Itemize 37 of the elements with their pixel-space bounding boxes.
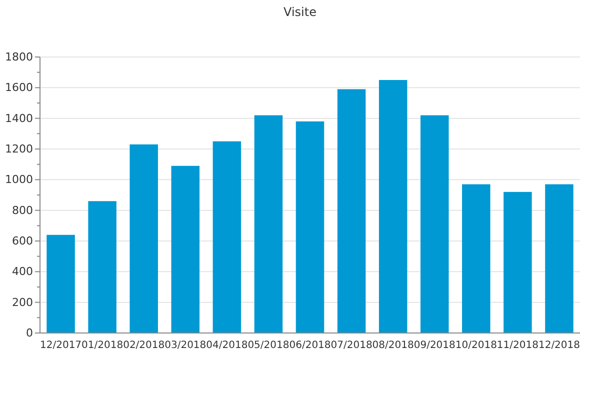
x-tick-label: 12/2018 [538,340,580,351]
x-tick-label: 05/2018 [248,340,290,351]
y-tick-label: 0 [26,326,33,340]
bar [130,144,158,333]
bar [46,234,75,333]
chart-title: Visite [284,5,316,19]
y-tick-label: 1000 [5,173,33,186]
bar [212,141,242,333]
x-tick-label: 09/2018 [414,340,456,351]
bar [504,192,532,333]
y-tick-label: 1600 [5,81,33,94]
x-tick-label: 12/2017 [40,340,82,351]
x-tick-label: 02/2018 [123,340,165,351]
bar [337,89,366,333]
bar [420,115,449,333]
x-tick-label: 01/2018 [82,340,124,351]
bar [545,184,574,333]
x-tick-label: 04/2018 [206,340,248,351]
y-tick-label: 200 [12,296,33,309]
x-tick-label: 07/2018 [330,340,372,351]
bar [254,115,283,333]
x-tick-label: 08/2018 [372,340,414,351]
bar [462,184,490,333]
y-tick-label: 1200 [5,142,33,156]
bar [378,80,408,333]
bar [296,121,324,333]
y-tick-label: 600 [12,234,33,248]
x-tick-label: 06/2018 [289,340,331,351]
x-tick-label: 10/2018 [455,340,497,351]
y-tick-label: 800 [12,204,33,217]
y-tick-label: 400 [12,265,33,278]
bar [88,201,116,333]
y-tick-label: 1400 [5,112,33,125]
y-tick-label: 1800 [5,50,33,64]
x-tick-label: 03/2018 [164,340,206,351]
x-tick-label: 11/2018 [496,340,538,351]
bar [171,166,200,333]
